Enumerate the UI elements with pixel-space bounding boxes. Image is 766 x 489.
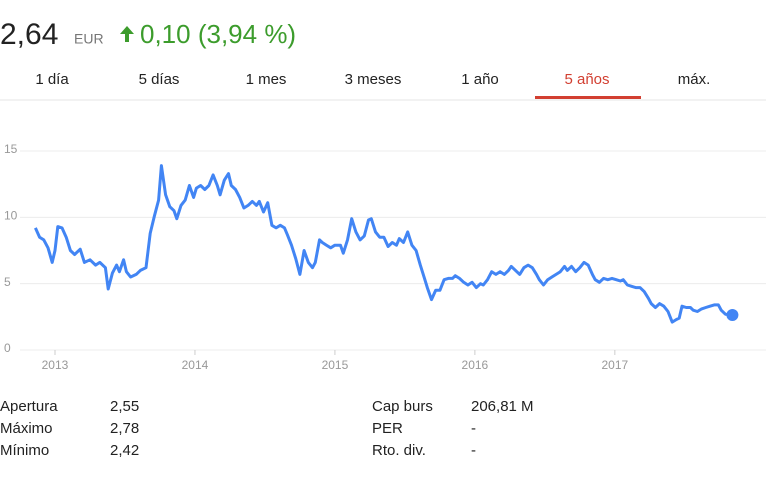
stat-label: Rto. div. xyxy=(372,442,426,459)
stat-value: 2,55 xyxy=(110,398,139,415)
y-tick-label: 0 xyxy=(4,341,11,355)
y-tick-label: 5 xyxy=(4,275,11,289)
x-tick-label: 2015 xyxy=(322,358,349,372)
price-line xyxy=(34,164,733,324)
stat-value: - xyxy=(471,442,476,459)
currency: EUR xyxy=(74,31,104,47)
x-tick-label: 2017 xyxy=(601,358,628,372)
tab[interactable]: 5 años xyxy=(564,71,609,88)
price: 2,64 xyxy=(0,18,58,51)
stat-label: PER xyxy=(372,420,403,437)
x-tick-label: 2014 xyxy=(182,358,209,372)
stat-value: - xyxy=(471,420,476,437)
stat-label: Mínimo xyxy=(0,442,49,459)
tab[interactable]: 3 meses xyxy=(345,71,402,88)
price-change: 0,10 (3,94 %) xyxy=(140,19,296,49)
tab-underline xyxy=(535,96,641,99)
tab[interactable]: máx. xyxy=(678,71,711,88)
stat-label: Cap burs xyxy=(372,398,433,415)
stat-label: Apertura xyxy=(0,398,58,415)
stat-value: 2,42 xyxy=(110,442,139,459)
last-point xyxy=(726,308,739,321)
x-tick-label: 2013 xyxy=(42,358,69,372)
tab[interactable]: 1 día xyxy=(35,71,69,88)
x-tick-label: 2016 xyxy=(462,358,489,372)
stat-value: 2,78 xyxy=(110,420,139,437)
y-tick-label: 10 xyxy=(4,209,18,223)
tab[interactable]: 5 días xyxy=(139,71,180,88)
stat-label: Máximo xyxy=(0,420,53,437)
y-tick-label: 15 xyxy=(4,142,18,156)
tab[interactable]: 1 año xyxy=(461,71,499,88)
tab[interactable]: 1 mes xyxy=(246,71,287,88)
up-arrow xyxy=(120,26,134,42)
stat-value: 206,81 M xyxy=(471,398,534,415)
